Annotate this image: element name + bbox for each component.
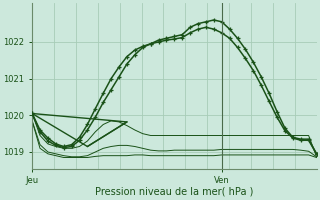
X-axis label: Pression niveau de la mer( hPa ): Pression niveau de la mer( hPa ) — [95, 187, 253, 197]
